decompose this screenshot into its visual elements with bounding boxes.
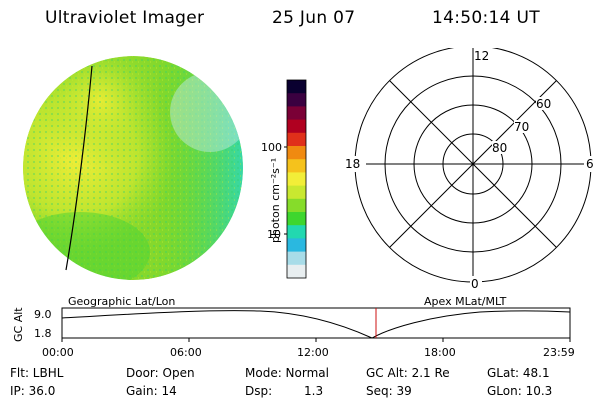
mlt-label-0: 0	[471, 277, 479, 291]
gc-alt-curve	[61, 310, 571, 339]
colorbar-swatch	[287, 132, 306, 147]
mlt-label-12: 12	[474, 49, 489, 63]
colorbar-swatch	[287, 119, 306, 134]
timeline-plot	[61, 307, 571, 342]
dsp-info-label: Dsp:	[245, 384, 273, 398]
x-tick-1200: 12:00	[297, 346, 329, 359]
x-tick-1800: 18:00	[424, 346, 456, 359]
colorbar-swatch	[287, 146, 306, 160]
colorbar-swatch	[287, 264, 306, 279]
colorbar-swatch	[287, 185, 306, 200]
ip-info: IP: 36.0	[10, 384, 56, 398]
y-tick-1-8: 1.8	[34, 327, 52, 340]
colorbar-tick-10: 10	[267, 228, 281, 241]
colorbar-swatch	[287, 238, 306, 253]
gc-alt-info: GC Alt: 2.1 Re	[366, 366, 450, 380]
gain-info: Gain: 14	[126, 384, 177, 398]
apex-label: Apex MLat/MLT	[424, 295, 507, 308]
colorbar-swatch	[287, 159, 306, 173]
colorbar-swatch	[287, 212, 306, 226]
date-label: 25 Jun 07	[272, 8, 356, 28]
time-label: 14:50:14 UT	[432, 8, 540, 28]
colorbar-tick-100: 100	[261, 141, 282, 154]
glat-info: GLat: 48.1	[487, 366, 550, 380]
seq-info: Seq: 39	[366, 384, 412, 398]
lat-label-70: 70	[514, 120, 529, 134]
mlt-label-6: 6	[586, 157, 594, 171]
polar-plot: 12 6 0 18 60 70 80	[344, 48, 600, 291]
gc-alt-axis-label: GC Alt	[12, 307, 25, 342]
uv-earth-image	[23, 56, 243, 280]
lat-label-80: 80	[492, 141, 507, 155]
colorbar-swatch	[287, 106, 306, 121]
glon-info: GLon: 10.3	[487, 384, 553, 398]
flt-info: Flt: LBHL	[10, 366, 64, 380]
door-info: Door: Open	[126, 366, 195, 380]
geographic-label: Geographic Lat/Lon	[68, 295, 176, 308]
colorbar-swatch	[287, 198, 306, 213]
x-tick-0600: 06:00	[170, 346, 202, 359]
colorbar: 100 10 photon cm⁻²s⁻¹	[261, 79, 307, 279]
instrument-title: Ultraviolet Imager	[45, 8, 205, 28]
mode-info: Mode: Normal	[245, 366, 329, 380]
x-tick-2359: 23:59	[543, 346, 575, 359]
colorbar-swatch	[287, 80, 306, 94]
colorbar-unit-label: photon cm⁻²s⁻¹	[269, 158, 282, 243]
dsp-info-value: 1.3	[304, 384, 324, 398]
lat-label-60: 60	[536, 97, 551, 111]
colorbar-swatch	[287, 225, 306, 239]
x-tick-0000: 00:00	[42, 346, 74, 359]
y-tick-9: 9.0	[34, 308, 52, 321]
colorbar-swatch	[287, 251, 306, 266]
colorbar-swatch	[287, 172, 306, 187]
colorbar-swatch	[287, 93, 306, 107]
mlt-label-18: 18	[345, 157, 360, 171]
